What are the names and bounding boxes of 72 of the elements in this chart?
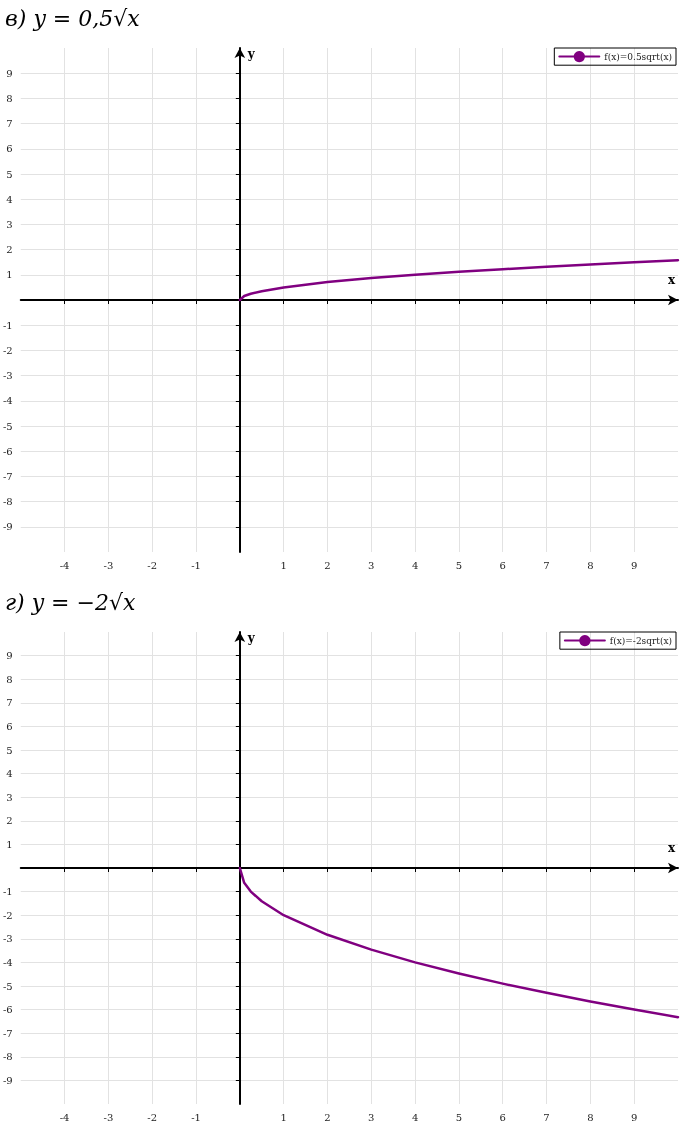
x-tick-label: 7 (543, 1111, 550, 1123)
x-tick-label: 5 (455, 1111, 463, 1123)
line-series (238, 866, 680, 1019)
x-tick-label: 6 (499, 1111, 506, 1123)
x-tick-label: -2 (147, 559, 158, 571)
y-tick-label: 2 (6, 815, 13, 827)
legend-label: f(x)=0.5sqrt(x) (604, 51, 673, 62)
y-tick-label: 1 (6, 838, 13, 850)
y-tick-label: 6 (6, 143, 13, 155)
y-tick-label: -3 (2, 370, 13, 382)
x-tick-label: 7 (543, 559, 550, 571)
y-tick-label: -9 (2, 521, 13, 533)
x-tick-label: 9 (631, 1111, 638, 1123)
x-tick-label: -2 (147, 1111, 158, 1123)
legend-label: f(x)=-2sqrt(x) (609, 635, 673, 646)
x-axis-title: x (668, 841, 676, 855)
y-tick-label: -4 (2, 956, 13, 968)
y-tick-label: -5 (2, 420, 13, 432)
y-tick-label: 7 (6, 697, 13, 709)
y-tick-label: 4 (6, 768, 13, 780)
x-tick-label: 2 (324, 1111, 331, 1123)
y-tick-label: 9 (6, 67, 13, 79)
y-tick-label: -8 (2, 1051, 13, 1063)
x-tick-label: 5 (455, 559, 463, 571)
chart-title: г) y = −2√x (5, 589, 136, 615)
y-tick-label: 8 (6, 92, 13, 104)
y-tick-label: 9 (6, 650, 13, 662)
y-tick-label: -9 (2, 1074, 13, 1086)
y-tick-label: -3 (2, 933, 13, 945)
x-tick-label: 8 (587, 559, 594, 571)
x-tick-label: 4 (411, 1111, 419, 1123)
y-tick-label: -2 (2, 909, 13, 921)
y-tick-label: -6 (2, 445, 13, 457)
x-tick-label: -4 (59, 1111, 70, 1123)
y-axis-title: y (246, 47, 256, 61)
y-tick-label: -7 (2, 470, 13, 482)
y-tick-label: 5 (6, 168, 13, 180)
y-tick-label: 1 (6, 269, 13, 281)
x-tick-label: 3 (368, 1111, 375, 1123)
y-tick-label: 3 (6, 218, 13, 230)
y-tick-label: 7 (6, 118, 13, 130)
x-tick-label: 8 (587, 1111, 594, 1123)
y-tick-label: -1 (2, 886, 13, 898)
y-tick-label: -7 (2, 1027, 13, 1039)
x-tick-label: -4 (59, 559, 70, 571)
x-tick-label: 3 (368, 559, 375, 571)
x-tick-label: 9 (631, 559, 638, 571)
x-tick-label: 6 (499, 559, 506, 571)
y-tick-label: 8 (6, 673, 13, 685)
y-tick-label: 4 (6, 193, 13, 205)
x-tick-label: 1 (280, 559, 287, 571)
y-tick-label: -1 (2, 319, 13, 331)
x-tick-label: -1 (191, 1111, 201, 1123)
y-tick-label: 6 (6, 720, 13, 732)
x-tick-label: 4 (411, 559, 419, 571)
x-tick-label: -1 (191, 559, 201, 571)
y-tick-label: 3 (6, 791, 13, 803)
y-tick-label: 2 (6, 244, 13, 256)
y-tick-label: 5 (6, 744, 13, 756)
x-tick-label: -3 (103, 559, 114, 571)
y-tick-label: -8 (2, 496, 13, 508)
x-axis-title: x (668, 273, 676, 287)
line-series (238, 258, 680, 302)
x-tick-label: 1 (280, 1111, 287, 1123)
y-tick-label: -4 (2, 395, 13, 407)
y-axis-title: y (246, 631, 256, 645)
x-tick-label: -3 (103, 1111, 114, 1123)
chart-title: в) y = 0,5√x (5, 5, 141, 31)
x-tick-label: 2 (324, 559, 331, 571)
y-tick-label: -2 (2, 344, 13, 356)
y-tick-label: -5 (2, 980, 13, 992)
y-tick-label: -6 (2, 1004, 13, 1016)
